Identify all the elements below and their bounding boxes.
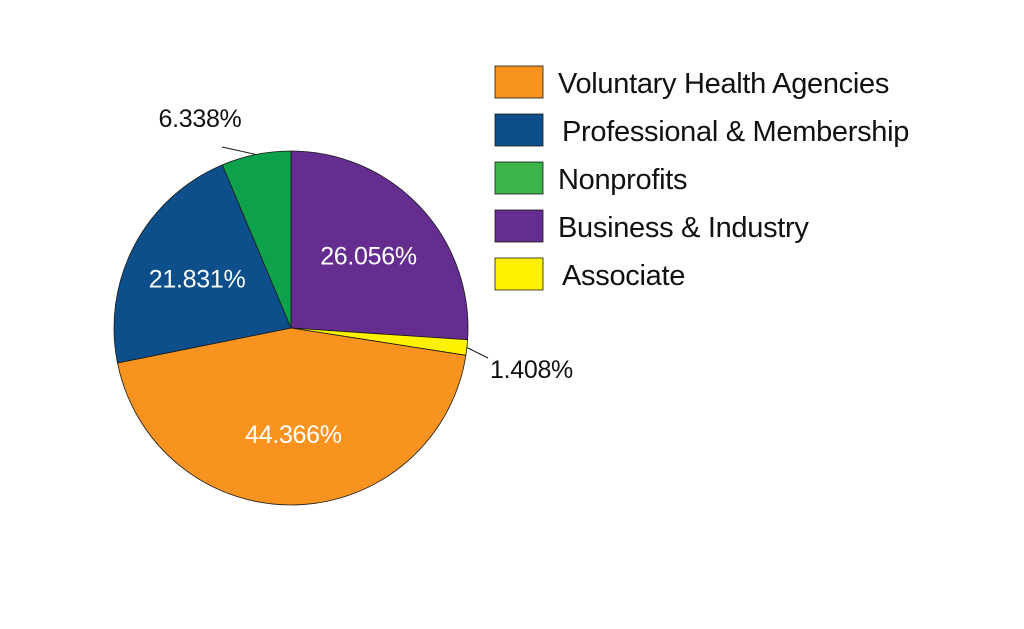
legend-label-business-and-industry: Business & Industry bbox=[558, 212, 809, 244]
legend: Voluntary Health Agencies Professional & … bbox=[494, 65, 909, 292]
pie-slice-business-and-industry bbox=[290, 150, 469, 341]
data-label-voluntary-health-agencies: 44.366% bbox=[245, 421, 342, 449]
pie-slices bbox=[113, 150, 469, 506]
legend-item-associate: Associate bbox=[494, 257, 685, 292]
pie-slice-voluntary-health-agencies bbox=[117, 327, 467, 506]
legend-label-nonprofits: Nonprofits bbox=[558, 164, 687, 196]
leader-line-associate bbox=[466, 347, 489, 359]
pie-leader-lines bbox=[221, 146, 489, 359]
legend-swatch-associate bbox=[494, 257, 544, 291]
leader-line-nonprofits bbox=[221, 146, 257, 155]
pie-slice-professional-and-membership bbox=[113, 164, 292, 364]
legend-swatch-voluntary-health-agencies bbox=[494, 65, 544, 99]
data-label-business-and-industry: 26.056% bbox=[320, 242, 417, 270]
data-label-associate: 1.408% bbox=[490, 356, 573, 384]
data-label-professional-and-membership: 21.831% bbox=[149, 265, 246, 293]
data-label-nonprofits: 6.338% bbox=[159, 105, 242, 133]
legend-swatch-business-and-industry bbox=[494, 209, 544, 243]
legend-item-business-and-industry: Business & Industry bbox=[494, 209, 810, 244]
legend-label-professional-and-membership: Professional & Membership bbox=[562, 116, 909, 148]
pie-data-labels: 26.056% 1.408% 44.366% 21.831% 6.338% bbox=[149, 105, 574, 449]
legend-swatch-nonprofits bbox=[494, 161, 544, 195]
legend-item-professional-and-membership: Professional & Membership bbox=[494, 113, 909, 148]
legend-label-associate: Associate bbox=[562, 260, 685, 292]
legend-item-nonprofits: Nonprofits bbox=[494, 161, 687, 196]
legend-label-voluntary-health-agencies: Voluntary Health Agencies bbox=[558, 68, 889, 100]
legend-item-voluntary-health-agencies: Voluntary Health Agencies bbox=[494, 65, 889, 100]
pie-slice-nonprofits bbox=[221, 150, 292, 329]
legend-swatch-professional-and-membership bbox=[494, 113, 544, 147]
